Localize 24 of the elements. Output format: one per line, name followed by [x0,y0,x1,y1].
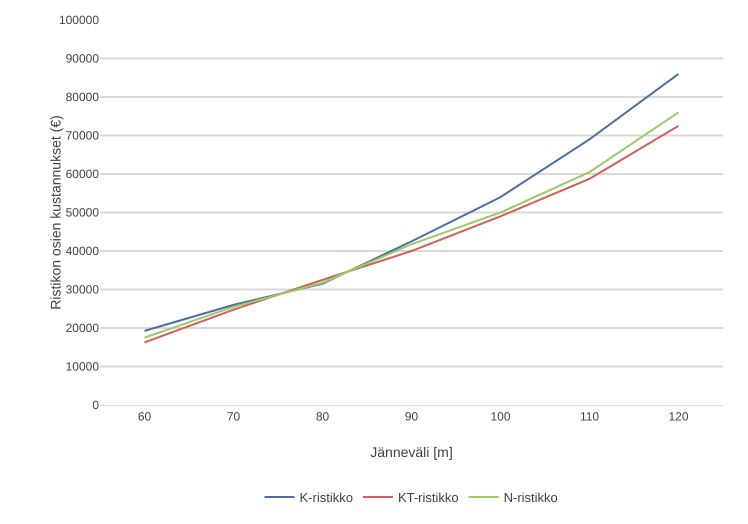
y-tick-label: 60000 [66,167,100,182]
y-tick-label: 10000 [66,360,100,374]
line-series [144,72,680,332]
y-tick-label: 70000 [66,128,100,143]
y-tick-label: 40000 [66,244,100,258]
legend-label: K-ristikko [300,490,353,506]
legend-label: N-ristikko [504,490,558,506]
x-tick-label: 60 [138,409,152,424]
y-tick-label: 90000 [66,52,100,66]
y-tick-label: 20000 [66,321,100,336]
x-axis-title: Jänneväli [m] [370,444,453,460]
y-tick-label: 0 [92,398,100,412]
y-tick-label: 100000 [58,13,100,28]
y-tick-label: 30000 [66,282,100,297]
x-tick-label: 90 [404,409,418,424]
x-tick-label: 80 [316,409,330,424]
x-tick-label: 70 [226,409,240,424]
x-tick-label: 100 [490,409,511,424]
legend-label: KT-ristikko [398,490,459,506]
y-tick-label: 80000 [66,90,100,104]
y-tick-label: 50000 [66,206,100,220]
x-tick-label: 120 [668,409,689,424]
y-axis-title: Ristikon osien kustannukset (€) [48,115,64,310]
x-tick-label: 110 [580,409,600,424]
